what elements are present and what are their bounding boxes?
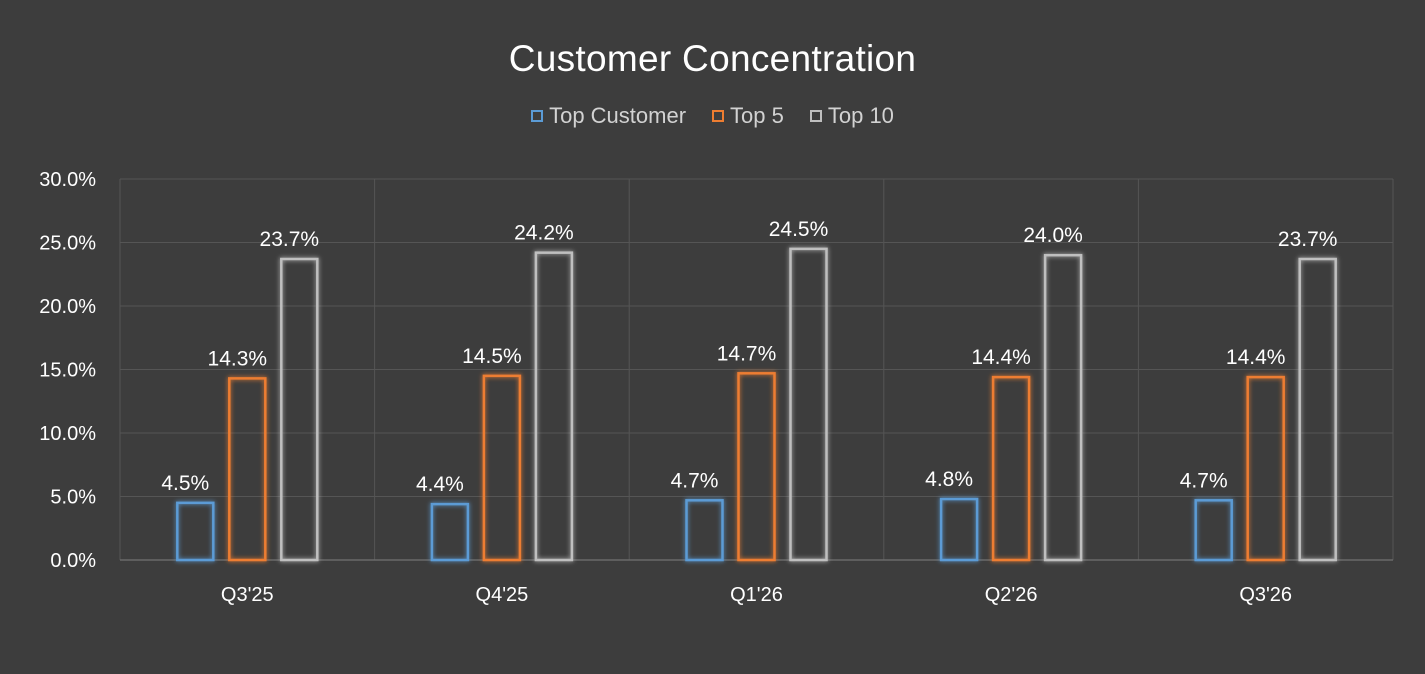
data-label: 4.7% xyxy=(1180,469,1228,492)
bar-top-5 xyxy=(737,372,776,562)
y-tick-label: 15.0% xyxy=(39,360,96,382)
bar-top-customer xyxy=(1194,499,1233,562)
bar-top-10 xyxy=(1298,257,1337,562)
legend-label-top-10: Top 10 xyxy=(827,103,894,128)
legend-label-top-customer: Top Customer xyxy=(549,103,687,128)
x-tick-label: Q2'26 xyxy=(985,584,1038,606)
data-label: 4.4% xyxy=(416,473,464,496)
x-tick-label: Q3'25 xyxy=(221,584,274,606)
x-tick-label: Q1'26 xyxy=(730,584,783,606)
bar-top-10 xyxy=(280,257,319,562)
legend-swatch-top-5 xyxy=(712,110,725,122)
data-label: 23.7% xyxy=(1278,228,1338,251)
legend-item-top-10: Top 10 xyxy=(809,103,894,129)
data-label: 24.5% xyxy=(769,218,829,241)
data-label: 14.5% xyxy=(462,345,522,368)
legend-swatch-top-10 xyxy=(809,110,822,122)
data-label: 14.4% xyxy=(971,346,1031,369)
bar-top-customer xyxy=(430,502,470,562)
bar-top-10 xyxy=(1043,253,1083,562)
legend-swatch-top-customer xyxy=(531,110,544,122)
bar-top-5 xyxy=(991,375,1031,562)
data-label: 14.3% xyxy=(208,347,268,370)
legend-item-top-5: Top 5 xyxy=(712,103,784,129)
legend-label-top-5: Top 5 xyxy=(730,103,784,128)
x-tick-label: Q4'25 xyxy=(476,584,529,606)
bar-top-5 xyxy=(482,374,522,562)
chart-title: Customer Concentration xyxy=(508,38,917,79)
y-tick-label: 30.0% xyxy=(39,169,96,191)
y-tick-label: 5.0% xyxy=(50,487,96,509)
x-tick-label: Q3'26 xyxy=(1239,584,1292,606)
legend-item-top-customer: Top Customer xyxy=(531,103,686,129)
y-tick-label: 10.0% xyxy=(39,423,96,445)
data-label: 4.5% xyxy=(161,472,209,495)
data-label: 14.7% xyxy=(717,342,777,365)
bar-top-5 xyxy=(228,377,267,562)
y-tick-label: 25.0% xyxy=(39,233,96,255)
data-label: 24.2% xyxy=(514,222,574,245)
data-label: 14.4% xyxy=(1226,346,1286,369)
data-label: 4.8% xyxy=(925,468,973,491)
bar-top-5 xyxy=(1246,375,1285,562)
legend: Top Customer Top 5 Top 10 xyxy=(0,103,1425,129)
bar-top-10 xyxy=(789,247,828,562)
y-tick-label: 20.0% xyxy=(39,296,96,318)
data-label: 23.7% xyxy=(260,228,320,251)
data-label: 24.0% xyxy=(1023,224,1083,247)
bar-top-customer xyxy=(176,501,215,562)
bar-top-customer xyxy=(685,499,724,562)
y-tick-label: 0.0% xyxy=(50,550,96,572)
data-label: 4.7% xyxy=(671,469,719,492)
bar-top-10 xyxy=(534,251,574,562)
bar-top-customer xyxy=(939,497,979,562)
